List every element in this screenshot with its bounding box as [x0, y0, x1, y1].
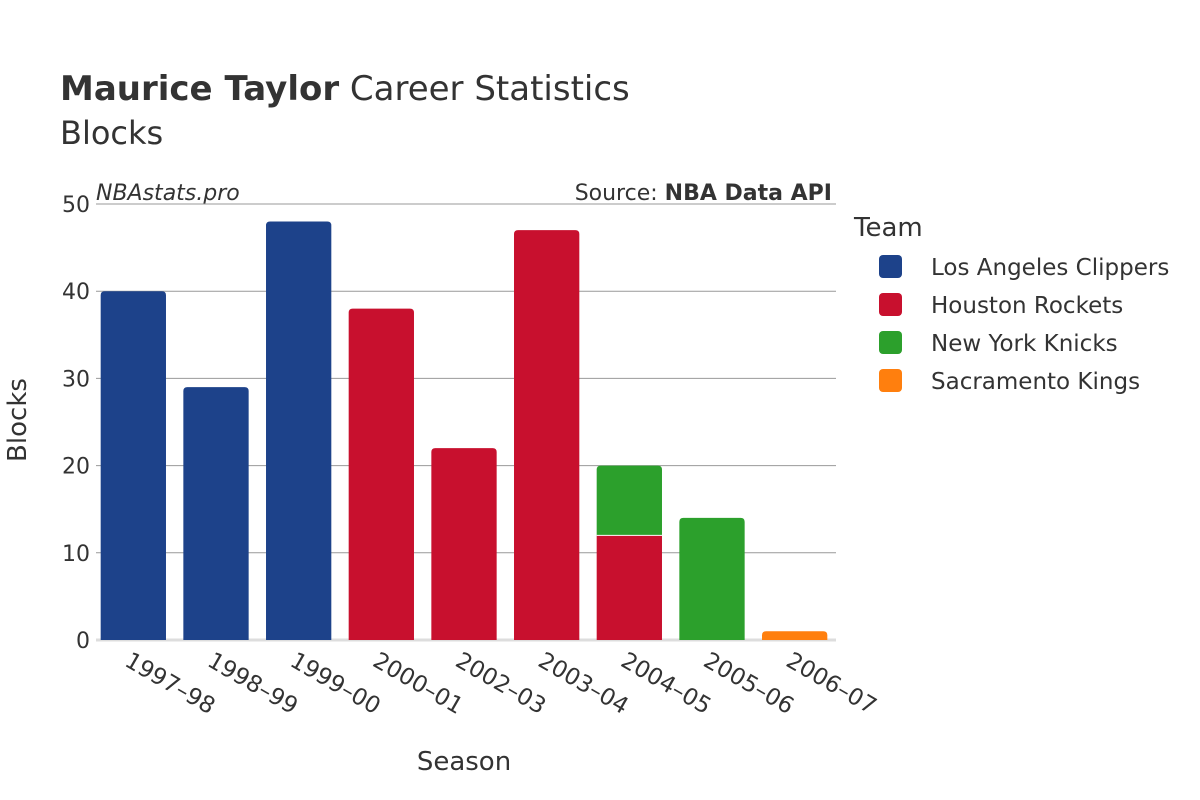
watermark: NBAstats.pro	[96, 181, 240, 206]
legend-entry-label: Los Angeles Clippers	[931, 255, 1169, 281]
legend-swatch	[879, 293, 902, 316]
title-player: Maurice Taylor	[60, 69, 339, 109]
bar	[514, 230, 580, 640]
y-tick-label: 20	[62, 455, 90, 480]
bar	[266, 221, 332, 640]
x-tick-label: 2005–06	[699, 648, 798, 720]
y-tick-label: 10	[62, 542, 90, 567]
x-tick-label: 1999–00	[286, 648, 385, 720]
legend: Team Los Angeles Clippers Houston Rockets…	[853, 213, 1169, 395]
title-rest: Career Statistics	[339, 69, 630, 109]
bar	[762, 631, 828, 640]
bar	[183, 387, 249, 640]
source-label: Source:	[575, 181, 665, 206]
y-tick-label: 30	[62, 367, 90, 392]
svg-text:Maurice Taylor Career Statisti: Maurice Taylor Career Statistics	[60, 69, 630, 109]
bar	[431, 448, 497, 640]
bar	[100, 291, 166, 640]
x-tick-label: 2006–07	[782, 648, 881, 720]
bar	[596, 465, 662, 536]
source-credit: Source: NBA Data API	[575, 181, 832, 206]
x-tick-label: 1997–98	[120, 648, 219, 720]
source-name: NBA Data API	[665, 181, 832, 206]
x-tick-label: 2000–01	[368, 648, 467, 720]
bar	[679, 517, 745, 640]
y-tick-label: 0	[76, 629, 90, 654]
y-tick-label: 40	[62, 280, 90, 305]
x-axis-ticks: 1997–981998–991999–002000–012002–032003–…	[120, 648, 880, 720]
legend-entry-label: New York Knicks	[931, 331, 1118, 357]
x-axis-label: Season	[417, 747, 511, 777]
legend-entry-label: Sacramento Kings	[931, 369, 1140, 395]
bar	[596, 535, 662, 640]
x-tick-label: 2003–04	[534, 648, 633, 720]
legend-swatch	[879, 255, 902, 278]
bar	[348, 308, 414, 640]
chart-title: Maurice Taylor Career Statistics Blocks	[60, 69, 630, 152]
x-tick-label: 2004–05	[616, 648, 715, 720]
y-tick-label: 50	[62, 193, 90, 218]
legend-swatch	[879, 331, 902, 354]
chart-subtitle: Blocks	[60, 114, 163, 152]
x-tick-label: 2002–03	[451, 648, 550, 720]
y-axis-label: Blocks	[3, 378, 33, 462]
legend-swatch	[879, 369, 902, 392]
y-axis-ticks: 0 10 20 30 40 50	[62, 193, 90, 654]
legend-title: Team	[853, 213, 923, 243]
legend-entry-label: Houston Rockets	[931, 293, 1123, 319]
x-tick-label: 1998–99	[203, 648, 302, 720]
bars	[100, 221, 828, 640]
